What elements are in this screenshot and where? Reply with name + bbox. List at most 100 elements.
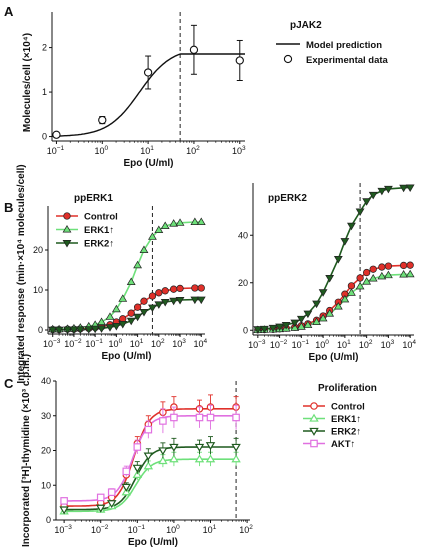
erk2-data-point xyxy=(368,273,378,282)
x-tick-label: 10−3 xyxy=(43,338,61,349)
legend-label: Model prediction xyxy=(306,40,382,51)
y-tick-label: 20 xyxy=(41,446,51,456)
erk1-data-point xyxy=(63,326,72,335)
x-tick-label: 102 xyxy=(239,524,253,535)
erk2-data-point xyxy=(325,309,335,317)
panel-label-a: A xyxy=(4,4,14,19)
legend-marker xyxy=(309,413,319,422)
x-tick-label: 101 xyxy=(337,339,351,350)
erk2-data-point xyxy=(356,274,364,282)
y-tick-label: 0 xyxy=(46,515,51,525)
erk1-data-point xyxy=(160,221,170,230)
erk2-data-point xyxy=(377,187,387,196)
erk1-data-point xyxy=(118,294,128,302)
erk2-data-point xyxy=(290,323,300,331)
legend-marker-data xyxy=(283,54,293,64)
panel-label-c: C xyxy=(4,376,14,391)
y-tick-label: 0 xyxy=(42,132,47,142)
erk1-data-point xyxy=(148,304,157,313)
data-point xyxy=(98,115,107,125)
erk1-data-point xyxy=(176,284,184,293)
erk2-data-point xyxy=(340,238,350,246)
x-tick-label: 10−2 xyxy=(64,338,82,349)
erk1-data-point xyxy=(126,277,136,286)
x-tick-label: 100 xyxy=(315,339,329,350)
erk2-data-point xyxy=(312,300,321,309)
y-tick-label: 2 xyxy=(42,43,47,53)
erk2-data-point xyxy=(369,265,377,273)
chart-title-pjak2: pJAK2 xyxy=(290,20,322,31)
erk2-data-point xyxy=(268,324,278,333)
erk2-data-point xyxy=(399,261,408,270)
y-tick-label: 0 xyxy=(38,325,43,335)
y-tick-label: 30 xyxy=(41,411,51,421)
x-tick-label: 102 xyxy=(359,339,373,350)
legend-marker xyxy=(310,402,318,410)
erk2-data-point xyxy=(399,184,409,193)
erk2-data-point xyxy=(259,325,269,334)
legend-label: ERK2↑ xyxy=(84,239,114,250)
erk2-data-point xyxy=(355,281,365,290)
erk1-data-point xyxy=(90,325,100,334)
erk1-data-point xyxy=(175,296,185,305)
y-tick-label: 20 xyxy=(238,278,248,288)
data-point xyxy=(144,425,153,434)
erk1-data-point xyxy=(97,317,106,326)
data-point xyxy=(143,461,154,470)
chart-title-pperk1: ppERK1 xyxy=(74,193,113,204)
legend-marker xyxy=(62,239,72,248)
x-tick-label: 10−1 xyxy=(85,338,103,349)
erk1-data-point xyxy=(148,232,157,240)
y-tick-label: 1 xyxy=(42,87,47,97)
erk2-data-point xyxy=(399,269,409,278)
data-point xyxy=(169,443,179,452)
axes-b2: 10−3 10−2 10−1 100 101 102 103 104 0 20 40 Epo (U/m… xyxy=(238,183,416,363)
x-tick-label: 10−1 xyxy=(47,145,65,156)
erk1-data-point xyxy=(97,325,106,333)
legend-label: AKT↑ xyxy=(331,439,355,450)
data-point xyxy=(235,56,244,65)
erk2-data-point xyxy=(362,268,371,277)
legend-marker xyxy=(62,225,72,233)
erk1-data-point xyxy=(111,322,121,331)
x-tick-label: 100 xyxy=(109,338,123,349)
data-point xyxy=(205,442,216,451)
data-point xyxy=(205,454,216,463)
erk2-data-point xyxy=(325,274,335,283)
erk1-data-point xyxy=(126,317,136,326)
erk2-data-point xyxy=(281,322,291,330)
y-axis-label: Molecules/cell (×10⁴) xyxy=(22,33,33,132)
chart-title-proliferation: Proliferation xyxy=(318,383,377,394)
erk1-data-point xyxy=(175,218,185,226)
erk1-data-point xyxy=(155,289,163,297)
x-axis-label: Epo (U/ml) xyxy=(124,158,174,169)
y-tick-label: 10 xyxy=(33,285,43,295)
erk1-series-line xyxy=(52,298,202,331)
legend-label: ERK1↑ xyxy=(84,225,114,236)
erk2-data-point xyxy=(303,310,313,319)
erk1-data-point xyxy=(160,298,170,307)
x-tick-label: 101 xyxy=(203,524,217,535)
y-axis-label: Incorporated [³H]-thymidine (×10³ c.p.m.… xyxy=(21,354,32,547)
erk1-data-point xyxy=(111,304,121,313)
data-point xyxy=(121,483,132,492)
x-tick-label: 103 xyxy=(232,145,246,156)
erk2-data-point xyxy=(303,320,313,329)
data-point xyxy=(170,413,178,422)
data-point xyxy=(122,467,131,476)
data-point xyxy=(231,443,241,452)
erk1-data-point xyxy=(48,326,58,335)
y-tick-label: 40 xyxy=(41,376,51,386)
x-tick-label: 10−1 xyxy=(292,339,310,350)
data-point xyxy=(107,500,117,509)
erk2-series-line xyxy=(257,186,411,331)
erk1-data-point xyxy=(154,225,164,234)
erk2-data-point xyxy=(333,302,343,310)
erk1-data-point xyxy=(161,287,169,295)
erk1-data-point xyxy=(196,217,206,226)
data-point xyxy=(195,413,204,422)
erk1-data-point xyxy=(190,296,200,305)
erk2-data-point xyxy=(253,326,263,334)
x-tick-label: 101 xyxy=(130,338,144,349)
